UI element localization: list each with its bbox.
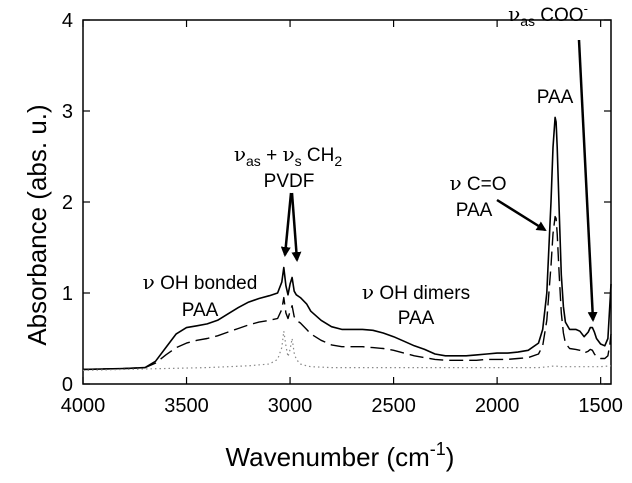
svg-text:νas + νs CH2: νas + νs CH2 (234, 142, 343, 169)
arrow-co (496, 198, 547, 232)
arrow-coo (577, 39, 598, 322)
x-tick-label: 3000 (268, 395, 313, 417)
y-tick-label: 4 (62, 10, 73, 32)
svg-text:PAA: PAA (537, 87, 574, 108)
svg-text:ν OH bonded: ν OH bonded (143, 270, 258, 294)
svg-text:ν C=O: ν C=O (449, 171, 506, 195)
svg-text:PAA: PAA (456, 200, 493, 221)
x-tick-label: 2000 (475, 395, 520, 417)
x-tick-label: 2500 (371, 395, 416, 417)
y-tick-label: 0 (62, 374, 73, 396)
svg-text:PAA: PAA (398, 308, 435, 329)
annotation-ch2-pvdf: νas + νs CH2 PVDF (234, 142, 343, 192)
x-tick-label: 3500 (164, 395, 209, 417)
series-line-dotted (82, 330, 612, 371)
series-line-dashed (82, 215, 612, 371)
x-axis-title: Wavenumber (cm-1) (226, 439, 455, 472)
annotation-coo: νas COO- PAA (508, 1, 588, 108)
arrow-ch2-right (290, 192, 302, 262)
svg-text:ν OH dimers: ν OH dimers (362, 280, 470, 304)
annotation-oh-bonded: ν OH bonded PAA (143, 270, 258, 321)
annotation-oh-dimers: ν OH dimers PAA (362, 280, 470, 329)
annotation-co: ν C=O PAA (449, 171, 506, 221)
y-tick-label: 2 (62, 192, 73, 214)
series-layer (82, 116, 612, 371)
series-line-solid (82, 116, 612, 371)
svg-text:PVDF: PVDF (264, 171, 315, 192)
tick-layer: 4000 3500 3000 2500 2000 1500 0 1 2 3 4 (61, 10, 623, 417)
svg-text:νas COO-: νas COO- (508, 1, 588, 29)
x-tick-label: 4000 (61, 395, 106, 417)
y-axis-title: Absorbance (abs. u.) (22, 104, 52, 345)
y-tick-label: 3 (62, 101, 73, 123)
arrow-ch2-left (280, 192, 293, 257)
svg-text:PAA: PAA (182, 300, 219, 321)
y-tick-label: 1 (62, 283, 73, 305)
x-tick-label: 1500 (578, 395, 623, 417)
